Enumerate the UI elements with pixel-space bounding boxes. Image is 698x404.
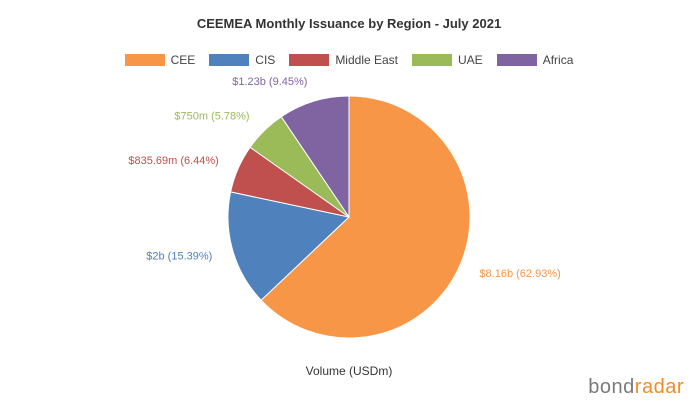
legend-item-cee[interactable]: CEE xyxy=(124,53,196,67)
legend-label: Middle East xyxy=(335,53,399,67)
pie-slice-africa[interactable] xyxy=(280,95,350,219)
legend-swatch xyxy=(412,54,453,66)
logo-text-bond: bond xyxy=(588,376,635,398)
legend-item-cis[interactable]: CIS xyxy=(209,53,275,67)
legend-swatch xyxy=(496,54,537,66)
legend-item-uae[interactable]: UAE xyxy=(412,53,483,67)
legend-label: CEE xyxy=(170,53,196,67)
data-label-africa: $1.23b (9.45%) xyxy=(232,76,307,88)
legend-item-africa[interactable]: Africa xyxy=(496,53,574,67)
x-axis-label: Volume (USDm) xyxy=(305,364,393,378)
data-label-cis: $2b (15.39%) xyxy=(146,250,212,262)
logo-text-radar: radar xyxy=(634,376,684,398)
pie-slice-cee[interactable] xyxy=(260,95,471,339)
legend-label: Africa xyxy=(542,53,574,67)
bondradar-logo: bondradar xyxy=(588,376,684,399)
legend-label: UAE xyxy=(458,53,483,67)
legend-swatch xyxy=(289,54,330,66)
legend-item-middle-east[interactable]: Middle East xyxy=(289,53,398,67)
legend-swatch xyxy=(124,54,165,66)
data-label-uae: $750m (5.78%) xyxy=(174,111,249,123)
data-label-cee: $8.16b (62.93%) xyxy=(479,268,560,280)
legend-swatch xyxy=(209,54,250,66)
legend-label: CIS xyxy=(255,53,276,67)
data-label-middle-east: $835.69m (6.44%) xyxy=(128,155,219,167)
chart-legend: CEE CIS Middle East UAE Africa xyxy=(0,52,698,68)
pie-slice-cis[interactable] xyxy=(227,191,351,301)
chart-title: CEEMEA Monthly Issuance by Region - July… xyxy=(196,16,502,31)
